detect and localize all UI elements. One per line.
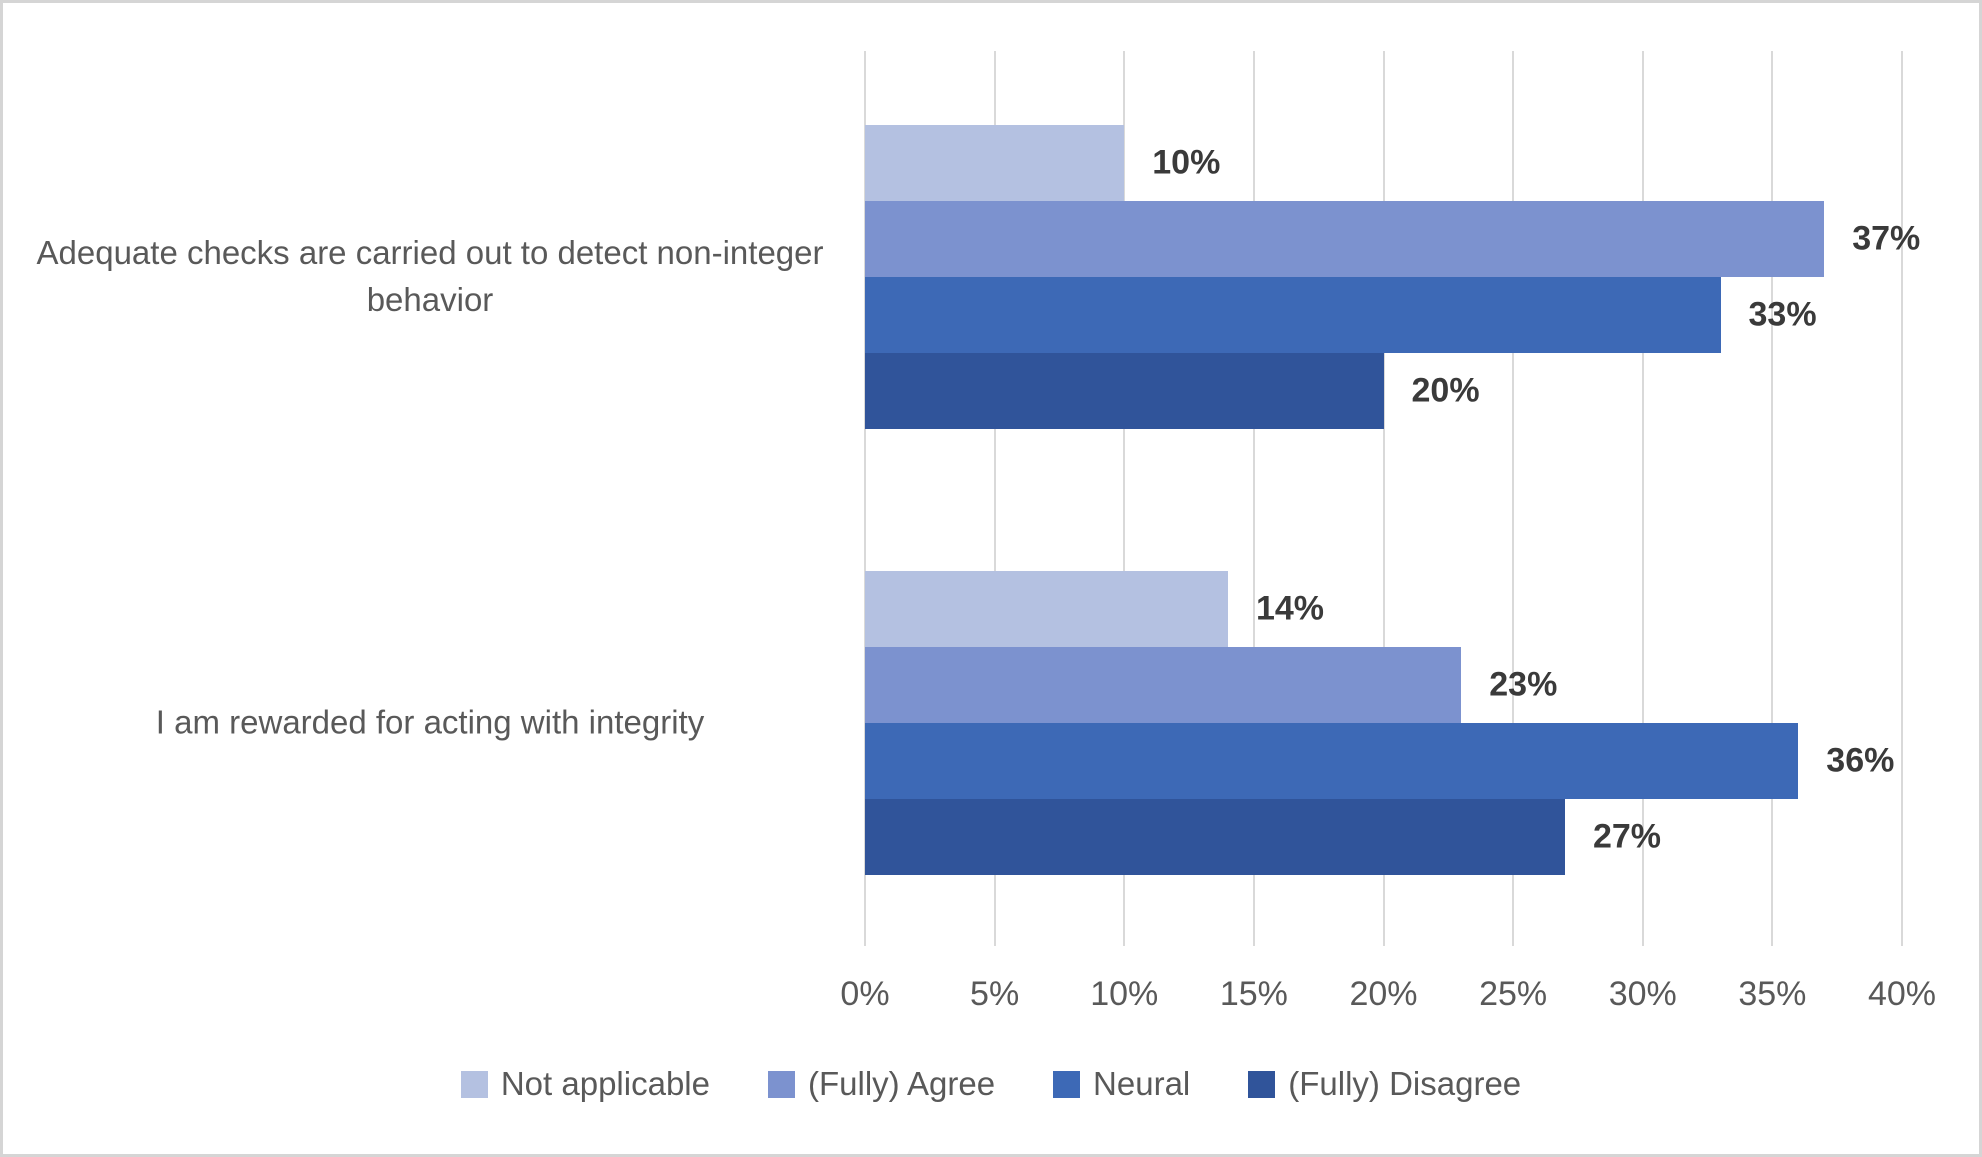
legend-item-fully-disagree: (Fully) Disagree — [1248, 1065, 1521, 1103]
legend-swatch-not-applicable — [460, 1070, 488, 1098]
value-label: 37% — [1852, 219, 1921, 258]
x-axis-tick-label: 25% — [1479, 975, 1548, 1013]
legend: Not applicable (Fully) Agree Neural (Fully)… — [3, 1065, 1979, 1103]
value-label: 23% — [1489, 665, 1558, 704]
bar-neural — [865, 277, 1721, 353]
gridline — [1123, 51, 1126, 946]
legend-label: (Fully) Disagree — [1288, 1065, 1522, 1102]
plot-area: 10% 37% 33% 20% Adequate checks are carried … — [3, 3, 1979, 1154]
gridline — [1901, 51, 1903, 946]
bar-neural — [865, 723, 1799, 799]
category-label: Adequate checks are carried out to detec… — [36, 234, 824, 318]
legend-label: (Fully) Agree — [807, 1065, 996, 1102]
gridline — [1771, 51, 1774, 946]
gridline — [1512, 51, 1515, 946]
gridline — [1252, 51, 1255, 946]
x-axis-tick-label: 35% — [1738, 975, 1807, 1013]
bar-not-applicable — [865, 125, 1125, 201]
value-label: 20% — [1411, 371, 1480, 410]
bar-fully-agree — [865, 647, 1462, 723]
bar-not-applicable — [865, 571, 1228, 647]
gridline — [864, 51, 866, 946]
gridline — [1641, 51, 1644, 946]
x-axis-tick-label: 40% — [1867, 975, 1937, 1013]
bar-fully-disagree — [865, 799, 1565, 875]
x-axis-tick-label: 20% — [1349, 975, 1418, 1013]
legend-swatch-fully-agree — [767, 1070, 795, 1098]
legend-swatch-neural — [1053, 1070, 1081, 1098]
x-axis-tick-label: 30% — [1608, 975, 1677, 1013]
x-axis-tick-label: 10% — [1090, 975, 1159, 1013]
legend-swatch-fully-disagree — [1248, 1070, 1276, 1098]
value-label: 36% — [1826, 741, 1895, 780]
legend-label: Not applicable — [500, 1065, 710, 1102]
value-label: 33% — [1748, 295, 1817, 334]
bar-fully-disagree — [865, 353, 1384, 429]
value-label: 27% — [1592, 817, 1662, 856]
legend-item-not-applicable: Not applicable — [460, 1065, 710, 1103]
x-axis-tick-label: 15% — [1219, 975, 1288, 1013]
x-axis-tick-label: 5% — [970, 975, 1020, 1013]
gridline — [1382, 51, 1385, 946]
gridline — [993, 51, 996, 946]
x-axis-tick-label: 0% — [840, 975, 890, 1013]
legend-item-neural: Neural — [1053, 1065, 1190, 1103]
legend-label: Neural — [1093, 1065, 1191, 1102]
value-label: 14% — [1255, 589, 1324, 628]
legend-item-fully-agree: (Fully) Agree — [767, 1065, 996, 1103]
value-label: 10% — [1152, 143, 1221, 182]
bar-fully-agree — [865, 201, 1825, 277]
category-label: I am rewarded for acting with integrity — [155, 703, 705, 741]
